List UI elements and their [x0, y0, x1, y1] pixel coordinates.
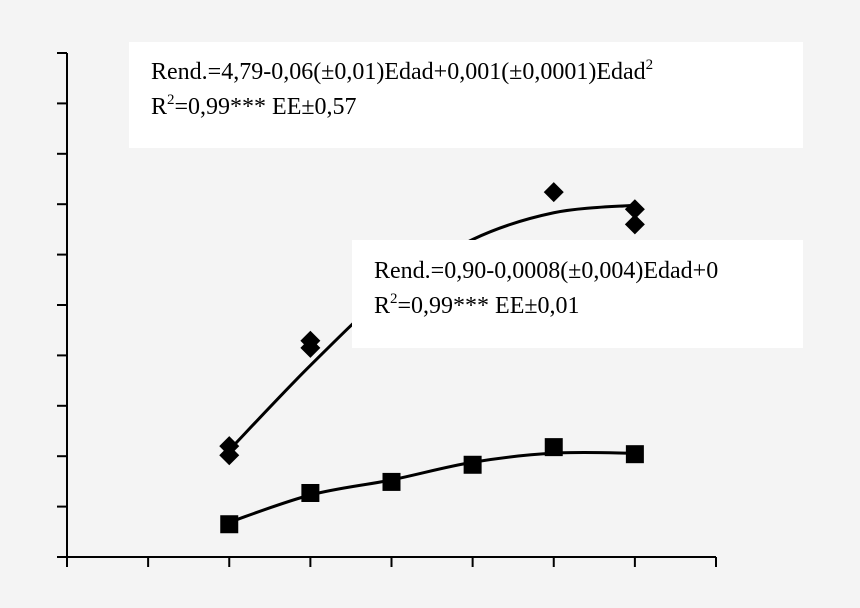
diamond-point — [219, 445, 240, 466]
annotation-background — [129, 42, 803, 148]
diamond-point — [543, 182, 564, 203]
square-point — [544, 438, 563, 457]
superscript: 2 — [390, 291, 398, 307]
square-point — [625, 445, 644, 464]
plot-area — [57, 52, 717, 567]
square-point — [382, 472, 401, 491]
annotation-background — [352, 240, 803, 348]
diamond-point — [624, 214, 645, 235]
r-label: R — [151, 94, 167, 120]
superscript: 2 — [646, 57, 654, 73]
superscript: 2 — [167, 92, 175, 108]
fit-curve — [228, 451, 635, 524]
diamond-point — [624, 199, 645, 220]
statistics: =0,99*** EE±0,57 — [175, 94, 357, 120]
annotation-text: Rend.=4,79-0,06(±0,01)Edad+0,001(±0,0001… — [151, 57, 653, 85]
diamond-point — [300, 337, 321, 358]
annotation-text: R2=0,99*** EE±0,01 — [374, 291, 580, 319]
r-label: R — [374, 293, 390, 319]
square-point — [301, 483, 320, 502]
annotation-text: Rend.=0,90-0,0008(±0,004)Edad+0 — [374, 258, 718, 284]
statistics: =0,99*** EE±0,01 — [398, 293, 580, 319]
annotation-box: Rend.=4,79-0,06(±0,01)Edad+0,001(±0,0001… — [129, 42, 803, 148]
equation: Rend.=4,79-0,06(±0,01)Edad+0,001(±0,0001… — [151, 59, 646, 85]
annotation-text: R2=0,99*** EE±0,57 — [151, 92, 357, 120]
square-point — [220, 515, 239, 534]
annotation-box: Rend.=0,90-0,0008(±0,004)Edad+0 R2=0,99*… — [352, 240, 803, 348]
square-point — [463, 455, 482, 474]
